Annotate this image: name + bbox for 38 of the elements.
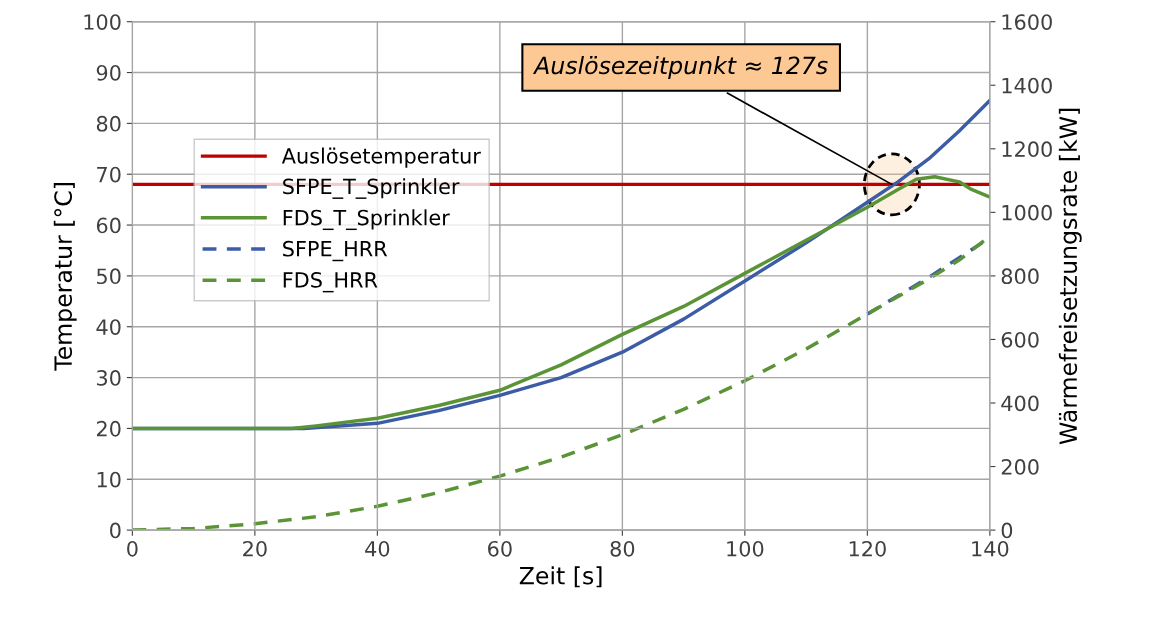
y-tick-label: 90 [96, 64, 121, 81]
x-tick-label: 40 [365, 540, 390, 557]
y-tick-label: 50 [97, 268, 121, 285]
x-tick-label: 140 [972, 540, 1009, 557]
y-tick-label: 100 [84, 14, 121, 30]
annotation: Auslösezeitpunkt ≈ 127s [532, 56, 828, 79]
x-tick-label: 60 [488, 540, 512, 557]
y2-tick-label: 400 [1001, 395, 1039, 412]
x-tick-label: 100 [727, 540, 764, 557]
legend-label: SFPE_HRR [283, 240, 388, 262]
y-tick-label: 60 [96, 217, 121, 234]
line-series [132, 175, 990, 431]
y-tick-label: 20 [96, 420, 121, 437]
y2-tick-label: 600 [1001, 331, 1039, 348]
y2-tick-label: 1600 [1002, 14, 1052, 30]
y2-tick-label: 0 [1001, 522, 1013, 539]
legend-label: FDS_HRR [283, 272, 378, 293]
y2-tick-label: 200 [1001, 459, 1039, 475]
legend-label: Auslösetemperatur [281, 147, 481, 168]
y2-tick-label: 1400 [1002, 77, 1052, 94]
y-tick-label: 10 [97, 471, 121, 488]
x-tick-label: 0 [127, 540, 138, 557]
y-axis-title: Temperatur [°C] [53, 183, 77, 371]
y2-tick-label: 1200 [1002, 141, 1052, 158]
y2-tick-label: 800 [1001, 268, 1039, 285]
y-tick-label: 0 [110, 522, 121, 539]
y-tick-label: 80 [96, 115, 121, 132]
legend-label: SFPE_T_Sprinkler [283, 178, 460, 199]
y-tick-label: 40 [96, 319, 121, 335]
x-tick-label: 20 [243, 540, 267, 557]
x-tick-label: 120 [849, 540, 886, 557]
y-tick-label: 70 [97, 166, 121, 183]
y-tick-label: 30 [97, 370, 121, 386]
x-tick-label: 80 [610, 540, 635, 557]
y2-axis-title: Wärmefreisetzungsrate [kW] [1058, 108, 1082, 445]
legend-label: FDS_T_Sprinkler [283, 209, 450, 231]
x-axis-title: Zeit [s] [519, 566, 602, 588]
y2-tick-label: 1000 [1002, 204, 1052, 221]
